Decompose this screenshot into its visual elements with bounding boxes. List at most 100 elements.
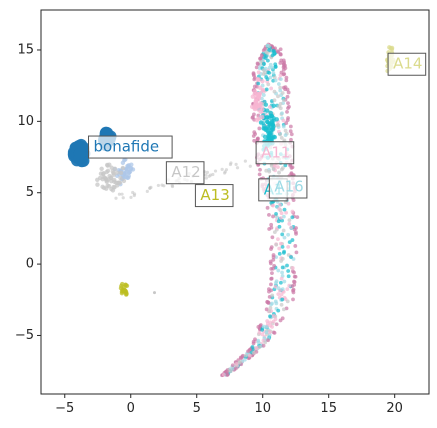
scatter-point-arc bbox=[253, 132, 258, 136]
scatter-point-grey bbox=[107, 162, 112, 167]
scatter-point-arc bbox=[251, 115, 255, 119]
y-tick-label: 5 bbox=[26, 185, 34, 200]
scatter-point-arc bbox=[285, 118, 290, 122]
scatter-point-arc bbox=[276, 122, 281, 127]
scatter-point-arc bbox=[290, 238, 295, 242]
scatter-point-grey bbox=[108, 175, 114, 181]
scatter-point-arc bbox=[258, 59, 263, 64]
scatter-point-arc bbox=[264, 50, 269, 55]
scatter-point-arc bbox=[284, 78, 289, 83]
scatter-point-bridge bbox=[248, 164, 252, 168]
scatter-point-grey bbox=[109, 179, 114, 184]
scatter-point-arc bbox=[293, 274, 298, 279]
scatter-point-grey bbox=[111, 184, 116, 190]
scatter-point-arc bbox=[269, 222, 274, 227]
scatter-point-arc bbox=[251, 341, 256, 346]
scatter-point-arc bbox=[265, 205, 270, 210]
scatter-point-arc bbox=[257, 330, 262, 335]
scatter-point-arc bbox=[294, 250, 299, 255]
scatter-point-arc bbox=[257, 126, 262, 131]
scatter-point-arc bbox=[271, 330, 276, 335]
scatter-point-arc bbox=[278, 85, 283, 90]
scatter-point-bonafide-fringe bbox=[120, 160, 126, 165]
scatter-point-bridge bbox=[204, 173, 208, 177]
scatter-point-arc bbox=[254, 65, 259, 70]
scatter-point-bridge bbox=[170, 184, 174, 188]
scatter-point-bridge bbox=[156, 183, 160, 188]
scatter-point-arc bbox=[262, 47, 267, 51]
scatter-point-arc bbox=[270, 293, 275, 298]
annotation-text: A12 bbox=[171, 163, 200, 181]
scatter-point-arc bbox=[256, 62, 260, 66]
scatter-point-arc bbox=[280, 256, 285, 261]
scatter-point-arc bbox=[295, 215, 300, 219]
scatter-point-arc bbox=[280, 244, 285, 249]
scatter-point-arc bbox=[281, 307, 286, 312]
scatter-point-arc bbox=[280, 270, 284, 275]
scatter-point-arc bbox=[291, 297, 295, 302]
scatter-point-arc bbox=[267, 169, 272, 174]
scatter-point-bridge bbox=[129, 195, 133, 199]
scatter-point-A13 bbox=[120, 281, 125, 287]
scatter-point-arc bbox=[277, 207, 282, 211]
scatter-point-arc bbox=[252, 77, 257, 82]
scatter-point-arc bbox=[272, 89, 277, 94]
scatter-point-arc bbox=[261, 72, 266, 76]
scatter-point-bridge bbox=[120, 192, 124, 196]
scatter-point-arc bbox=[280, 91, 285, 95]
plot-frame bbox=[40, 9, 430, 395]
scatter-point-arc bbox=[287, 221, 292, 226]
scatter-point-arc bbox=[290, 215, 295, 220]
scatter-point-arc bbox=[282, 235, 287, 240]
scatter-point-arc bbox=[272, 98, 277, 103]
scatter-point-arc bbox=[264, 330, 269, 335]
scatter-point-arc bbox=[278, 101, 283, 106]
scatter-point-arc bbox=[280, 265, 285, 270]
annotation-box bbox=[88, 135, 173, 159]
scatter-point-arc bbox=[290, 165, 295, 170]
scatter-point-arc bbox=[281, 61, 286, 66]
scatter-point-arc bbox=[286, 90, 291, 95]
scatter-point-grey bbox=[104, 179, 110, 184]
annotation-label: A16 bbox=[268, 175, 308, 199]
scatter-point-arc bbox=[273, 299, 278, 304]
scatter-point-arc bbox=[287, 283, 292, 288]
scatter-point-A15 bbox=[268, 110, 274, 116]
scatter-point-arc bbox=[291, 290, 296, 295]
scatter-point-arc bbox=[264, 87, 269, 92]
scatter-point-bridge bbox=[162, 184, 166, 188]
scatter-point-arc bbox=[280, 316, 285, 321]
scatter-point-outlier bbox=[152, 291, 156, 295]
scatter-point-A11 bbox=[254, 117, 260, 123]
scatter-point-arc bbox=[280, 297, 285, 302]
scatter-point-arc bbox=[267, 212, 271, 217]
scatter-point-arc bbox=[276, 94, 280, 99]
scatter-point-arc bbox=[278, 132, 283, 137]
scatter-point-arc bbox=[287, 218, 292, 222]
scatter-point-arc bbox=[272, 263, 277, 268]
scatter-point-grey bbox=[121, 178, 127, 184]
scatter-point-arc bbox=[273, 78, 278, 83]
scatter-point-arc bbox=[248, 347, 252, 352]
annotation-text: A13 bbox=[200, 186, 229, 204]
scatter-point-arc bbox=[286, 274, 291, 279]
scatter-point-arc bbox=[280, 111, 284, 116]
scatter-point-arc bbox=[271, 71, 276, 75]
scatter-point-arc bbox=[268, 305, 273, 310]
x-axis-ticks: −5 0 5 10 15 20 bbox=[55, 394, 403, 416]
scatter-point-arc bbox=[251, 351, 256, 355]
scatter-point-arc bbox=[277, 170, 281, 175]
scatter-point-arc bbox=[252, 138, 257, 143]
y-axis-ticks: −5 0 5 10 15 bbox=[15, 42, 41, 343]
scatter-point-arc bbox=[263, 340, 268, 345]
scatter-point-arc bbox=[289, 137, 293, 142]
scatter-point-arc bbox=[269, 282, 273, 287]
scatter-point-arc bbox=[283, 85, 288, 89]
scatter-point-A15 bbox=[268, 136, 274, 142]
scatter-point-arc bbox=[287, 240, 292, 244]
scatter-point-arc bbox=[269, 276, 274, 281]
x-tick-label: 15 bbox=[320, 401, 337, 416]
scatter-point-arc bbox=[285, 299, 290, 304]
scatter-point-bridge bbox=[117, 192, 122, 196]
